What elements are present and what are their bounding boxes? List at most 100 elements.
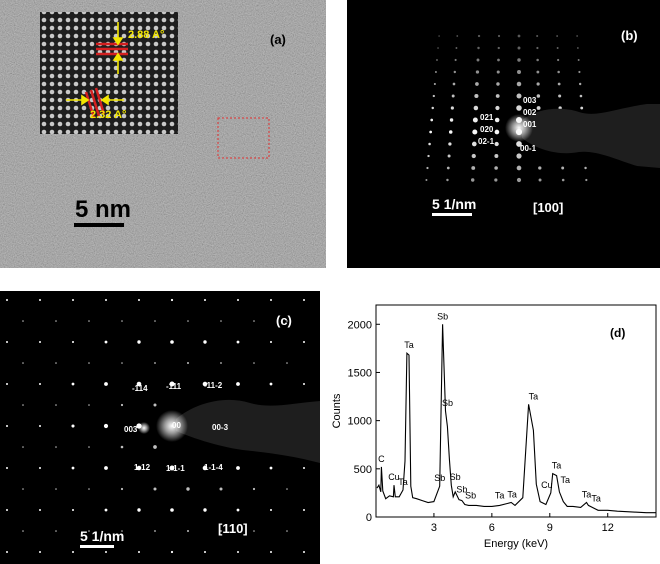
diffraction-spot: [286, 320, 288, 322]
panel-b-label: (b): [621, 28, 638, 43]
diffraction-spot: [39, 425, 41, 427]
diffraction-spot: [536, 94, 541, 98]
diffraction-spot: [236, 382, 240, 386]
diffraction-spot: [303, 383, 305, 385]
spot-label-b-3: 003: [523, 96, 537, 105]
y-tick-label: 1500: [348, 367, 372, 379]
diffraction-spot: [105, 299, 107, 301]
diffraction-spot: [584, 166, 587, 170]
diffraction-spot: [22, 488, 24, 490]
panel-b-svg: 021 020 02-1 003 002 001 00-1 5 1/nm [10…: [347, 0, 660, 268]
spot-label-c-2: -11-2: [204, 381, 223, 390]
peak-label: Ta: [495, 491, 505, 501]
diffraction-spot: [517, 34, 521, 38]
diffraction-spot: [432, 94, 435, 98]
diffraction-spot: [269, 382, 273, 386]
diffraction-spot: [471, 166, 476, 170]
peak-label: Ta: [507, 490, 517, 500]
diffraction-spot: [431, 106, 435, 110]
peak-label: Sb: [450, 472, 461, 482]
diffraction-spot: [121, 530, 123, 532]
diffraction-spot: [6, 509, 8, 511]
y-axis-ticks: 0 500 1000 1500 2000: [348, 319, 380, 524]
diffraction-spot: [496, 70, 500, 74]
x-tick-label: 3: [431, 522, 437, 534]
diffraction-spot: [237, 299, 239, 301]
diffraction-spot: [470, 178, 475, 182]
diffraction-spot: [104, 382, 108, 386]
diffraction-spot: [538, 178, 542, 182]
panel-c-label: (c): [276, 313, 292, 328]
x-axis-ticks: 3 6 9 12: [431, 513, 614, 534]
diffraction-spot: [154, 362, 156, 364]
diffraction-spot: [579, 94, 583, 98]
diffraction-spot: [55, 488, 57, 490]
diffraction-spot: [454, 58, 457, 62]
diffraction-spot: [450, 106, 454, 110]
x-tick-label: 12: [602, 522, 614, 534]
diffraction-spot: [536, 46, 539, 50]
diffraction-spot: [154, 320, 156, 322]
spot-label-c-7: 1-1-1: [166, 464, 185, 473]
diffraction-spot: [474, 93, 479, 99]
diffraction-spot: [270, 299, 272, 301]
diffraction-spot: [136, 465, 142, 471]
diffraction-spot: [438, 35, 440, 37]
diffraction-spot: [39, 383, 41, 385]
diffraction-spot: [429, 130, 433, 134]
y-tick-label: 1000: [348, 416, 372, 428]
diffraction-spot: [237, 551, 239, 553]
central-beam-b: [505, 114, 533, 142]
diffraction-spot: [580, 106, 584, 110]
diffraction-spot: [137, 550, 141, 554]
spot-label-c-6: 1-12: [134, 463, 151, 472]
panel-a-hrtem-image: 5 nm 2.88 A° 2.32 A° (a): [0, 0, 326, 268]
peak-label: Ta: [398, 477, 408, 487]
diffraction-spot: [55, 530, 57, 532]
diffraction-spot: [39, 509, 41, 511]
diffraction-spot: [269, 466, 273, 470]
diffraction-spot: [55, 446, 57, 448]
diffraction-spot: [303, 299, 305, 301]
diffraction-spot: [516, 165, 522, 171]
diffraction-spot: [561, 166, 565, 170]
diffraction-spot: [253, 530, 255, 532]
diffraction-spot: [170, 550, 174, 554]
x-axis-label: Energy (keV): [484, 538, 548, 550]
diffraction-spot: [55, 362, 57, 364]
diffraction-spot: [203, 550, 207, 554]
diffraction-spot: [556, 47, 559, 49]
peak-label: Ta: [552, 461, 562, 471]
diffraction-spot: [120, 403, 124, 407]
scale-bar-a: [74, 223, 124, 227]
spot-label-c-3: 003: [124, 425, 138, 434]
peak-label: Sb: [434, 473, 445, 483]
diffraction-spot: [220, 530, 222, 532]
diffraction-spot: [153, 403, 157, 407]
diffraction-spot: [136, 381, 142, 387]
diffraction-spot: [236, 466, 240, 470]
peak-label: Cu: [388, 472, 400, 482]
diffraction-spot: [494, 178, 498, 182]
peak-label: Sb: [456, 485, 467, 495]
diffraction-spot: [477, 34, 481, 38]
panel-d-label: (d): [610, 326, 625, 340]
diffraction-spot: [121, 320, 123, 322]
diffraction-spot: [430, 118, 434, 122]
diffraction-spot: [433, 82, 436, 86]
spot-label-b-6: 00-1: [520, 144, 537, 153]
panel-c-diffraction: -114 -111 -11-2 003 00 00-3 1-12 1-1-1 1…: [0, 291, 320, 564]
x-tick-label: 9: [547, 522, 553, 534]
diffraction-spot: [88, 446, 90, 448]
diffraction-spot: [236, 340, 240, 344]
diffraction-spot: [449, 118, 454, 122]
diffraction-spot: [536, 106, 541, 110]
diffraction-spot: [494, 117, 500, 123]
panel-d-eds-chart: 0 500 1000 1500 2000 3 6 9 12 C Cu Ta Ta Sb Sb Sb Sb Sb…: [326, 291, 660, 564]
diffraction-spot: [236, 508, 240, 512]
spot-label-c-0: -114: [132, 384, 148, 393]
plot-frame: [375, 304, 657, 518]
diffraction-spot: [471, 153, 476, 159]
diffraction-spot: [104, 508, 108, 512]
